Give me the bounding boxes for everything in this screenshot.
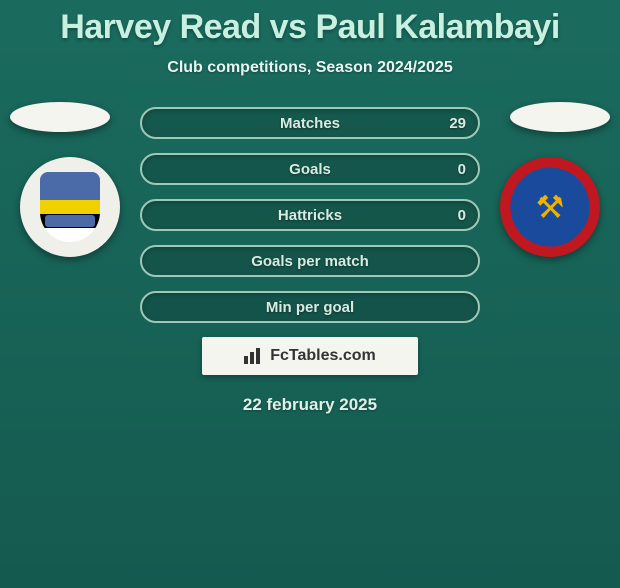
stat-row-matches: Matches 29	[140, 107, 480, 139]
stat-value-right: 0	[458, 161, 466, 178]
stat-label: Goals per match	[251, 253, 369, 270]
club-badge-right	[500, 157, 600, 257]
stats-area: Matches 29 Goals 0 Hattricks 0 Goals per…	[0, 107, 620, 415]
hammers-icon	[510, 167, 590, 247]
subtitle: Club competitions, Season 2024/2025	[0, 59, 620, 77]
stat-value-right: 0	[458, 207, 466, 224]
player-photo-right	[510, 102, 610, 132]
stat-label: Matches	[280, 115, 340, 132]
stat-row-min-per-goal: Min per goal	[140, 291, 480, 323]
stat-label: Goals	[289, 161, 331, 178]
stat-bars: Matches 29 Goals 0 Hattricks 0 Goals per…	[140, 107, 480, 323]
brand-box: FcTables.com	[202, 337, 418, 375]
player-photo-left	[10, 102, 110, 132]
stat-value-right: 29	[449, 115, 466, 132]
bar-chart-icon	[244, 348, 264, 364]
stat-row-hattricks: Hattricks 0	[140, 199, 480, 231]
date-text: 22 february 2025	[0, 395, 620, 415]
stat-label: Min per goal	[266, 299, 354, 316]
shield-icon	[40, 172, 100, 242]
page-title: Harvey Read vs Paul Kalambayi	[0, 8, 620, 47]
stat-row-goals: Goals 0	[140, 153, 480, 185]
club-badge-left	[20, 157, 120, 257]
brand-text: FcTables.com	[270, 347, 376, 365]
stat-row-goals-per-match: Goals per match	[140, 245, 480, 277]
stat-label: Hattricks	[278, 207, 342, 224]
